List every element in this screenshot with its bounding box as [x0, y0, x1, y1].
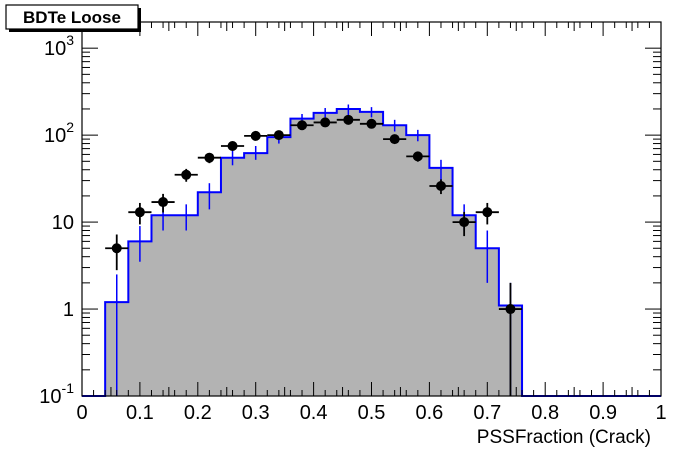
y-tick-label-exponent: 3: [66, 32, 74, 48]
data-point: [412, 151, 423, 162]
y-tick-label: 10-1: [39, 380, 74, 408]
y-tick-label: 1: [63, 299, 74, 321]
y-tick-label: 102: [44, 119, 74, 147]
data-point: [505, 304, 516, 315]
x-tick-label: 0.9: [589, 402, 617, 424]
x-tick-label: 1: [655, 402, 666, 424]
y-tick-label-exponent: 2: [66, 119, 74, 135]
mc-histogram-fill: [105, 108, 523, 396]
y-tick-label: 103: [44, 32, 74, 60]
data-point: [482, 207, 493, 218]
title-box: BDTe Loose: [5, 4, 141, 32]
x-tick-label: 0.1: [126, 402, 154, 424]
y-tick-label-exponent: -1: [62, 380, 75, 396]
data-point: [227, 140, 238, 151]
y-tick-label-base: 10: [44, 125, 66, 147]
x-tick-label: 0.8: [531, 402, 559, 424]
data-point: [297, 120, 308, 131]
data-point: [320, 117, 331, 128]
x-tick-label: 0.3: [242, 402, 270, 424]
data-point: [435, 181, 446, 192]
y-tick-label: 10: [52, 212, 74, 234]
data-point: [366, 118, 377, 129]
x-tick-label: 0.2: [184, 402, 212, 424]
data-point: [111, 243, 122, 254]
axes: 0 0.1 0.2 0.3 0.4 0.5 0.6 0.7 0.8 0.9 110-11101021…: [39, 21, 667, 424]
mc-histogram-outline: [82, 107, 661, 397]
x-axis-title: PSSFraction (Crack): [477, 427, 651, 448]
x-tick-label: 0.6: [415, 402, 443, 424]
data-point: [343, 114, 354, 125]
x-tick-label: 0.7: [473, 402, 501, 424]
data-point: [134, 207, 145, 218]
data-point: [181, 169, 192, 180]
x-tick-label: 0.4: [300, 402, 328, 424]
title-box-shadow-bottom: [9, 29, 141, 32]
data-point: [250, 130, 261, 141]
x-tick-label: 0: [76, 402, 87, 424]
title-box-shadow-right: [138, 8, 141, 32]
y-tick-label-base: 10: [44, 38, 66, 60]
chart-title: BDTe Loose: [23, 8, 121, 27]
mc-histogram: [82, 107, 661, 397]
data-points: [105, 114, 523, 396]
x-tick-label: 0.5: [358, 402, 386, 424]
data-point: [459, 217, 470, 228]
data-point: [273, 130, 284, 141]
y-tick-label-base: 10: [39, 386, 61, 408]
title-box-border: [5, 4, 139, 30]
data-point: [204, 152, 215, 163]
data-point: [158, 197, 169, 208]
data-point: [389, 134, 400, 145]
